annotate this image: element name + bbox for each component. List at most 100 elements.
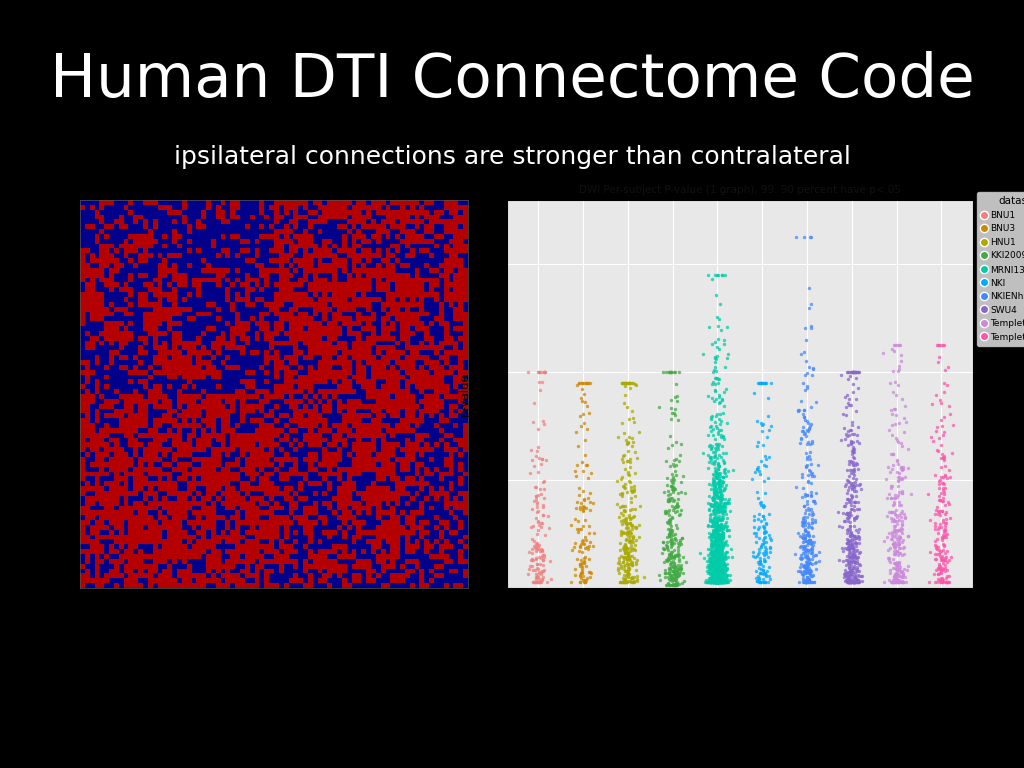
Point: [841, 545, 857, 557]
Point: [938, 564, 954, 577]
Point: [713, 574, 729, 586]
Point: [805, 538, 821, 551]
Point: [667, 391, 683, 403]
Point: [794, 468, 810, 480]
Point: [751, 543, 767, 555]
Point: [670, 541, 686, 554]
Point: [712, 564, 728, 577]
Point: [621, 468, 637, 481]
Point: [796, 404, 812, 416]
Point: [711, 564, 727, 577]
Point: [755, 568, 771, 580]
Point: [751, 576, 767, 588]
Point: [623, 484, 639, 496]
Point: [844, 503, 860, 515]
Point: [717, 564, 733, 576]
Point: [614, 500, 631, 512]
Point: [615, 376, 632, 389]
Point: [715, 489, 731, 502]
Point: [660, 508, 677, 521]
Point: [705, 538, 721, 551]
Point: [711, 562, 727, 574]
Point: [711, 503, 727, 515]
Point: [712, 502, 728, 514]
Point: [888, 528, 904, 540]
Point: [611, 555, 628, 568]
Point: [523, 502, 540, 515]
Point: [887, 574, 903, 586]
Point: [890, 379, 906, 391]
Point: [799, 366, 815, 379]
Point: [709, 570, 725, 582]
Point: [713, 467, 729, 479]
Point: [706, 558, 722, 571]
Point: [801, 508, 817, 521]
Point: [836, 499, 852, 511]
Point: [891, 472, 907, 484]
Point: [708, 485, 724, 498]
Point: [895, 576, 911, 588]
Point: [705, 422, 721, 435]
Point: [797, 551, 813, 563]
Point: [665, 495, 681, 508]
Point: [797, 426, 813, 439]
Point: [529, 558, 546, 570]
Point: [800, 573, 816, 585]
Point: [666, 475, 682, 487]
Point: [665, 565, 681, 578]
Point: [524, 576, 541, 588]
Point: [712, 478, 728, 490]
Point: [711, 506, 727, 518]
Point: [659, 544, 676, 556]
Point: [936, 449, 952, 462]
Point: [714, 528, 730, 541]
Point: [796, 530, 812, 542]
Point: [712, 480, 728, 492]
Point: [705, 576, 721, 588]
Point: [660, 573, 677, 585]
Point: [670, 550, 686, 562]
Point: [889, 576, 905, 588]
Point: [898, 576, 914, 588]
Point: [666, 550, 682, 562]
Point: [705, 544, 721, 556]
Point: [715, 521, 731, 534]
Point: [708, 569, 724, 581]
Point: [837, 479, 853, 492]
Point: [708, 524, 724, 536]
Point: [800, 417, 816, 429]
Point: [706, 549, 722, 561]
Point: [712, 520, 728, 532]
Point: [711, 576, 727, 588]
Point: [717, 573, 733, 585]
Point: [706, 484, 722, 496]
Point: [886, 345, 902, 357]
Point: [717, 561, 733, 573]
Point: [662, 488, 678, 500]
Point: [709, 534, 725, 546]
Point: [751, 436, 767, 449]
Point: [885, 561, 901, 574]
Point: [613, 452, 630, 465]
Point: [843, 576, 859, 588]
Point: [761, 423, 777, 435]
Point: [850, 576, 866, 588]
Point: [713, 514, 729, 526]
Point: [936, 539, 952, 551]
Point: [841, 494, 857, 506]
Point: [803, 521, 819, 533]
Point: [706, 559, 722, 571]
Point: [709, 523, 725, 535]
Point: [709, 563, 725, 575]
Point: [663, 574, 679, 587]
Point: [660, 561, 677, 574]
Point: [935, 515, 951, 528]
Point: [708, 525, 724, 538]
Point: [707, 574, 723, 587]
Point: [537, 483, 553, 495]
Point: [663, 526, 679, 538]
Point: [841, 571, 857, 583]
Title: DWI Per-subject P-value (1 graph), 99. 90 percent have p<.05: DWI Per-subject P-value (1 graph), 99. 9…: [579, 185, 901, 195]
Point: [888, 546, 904, 558]
Point: [703, 572, 720, 584]
